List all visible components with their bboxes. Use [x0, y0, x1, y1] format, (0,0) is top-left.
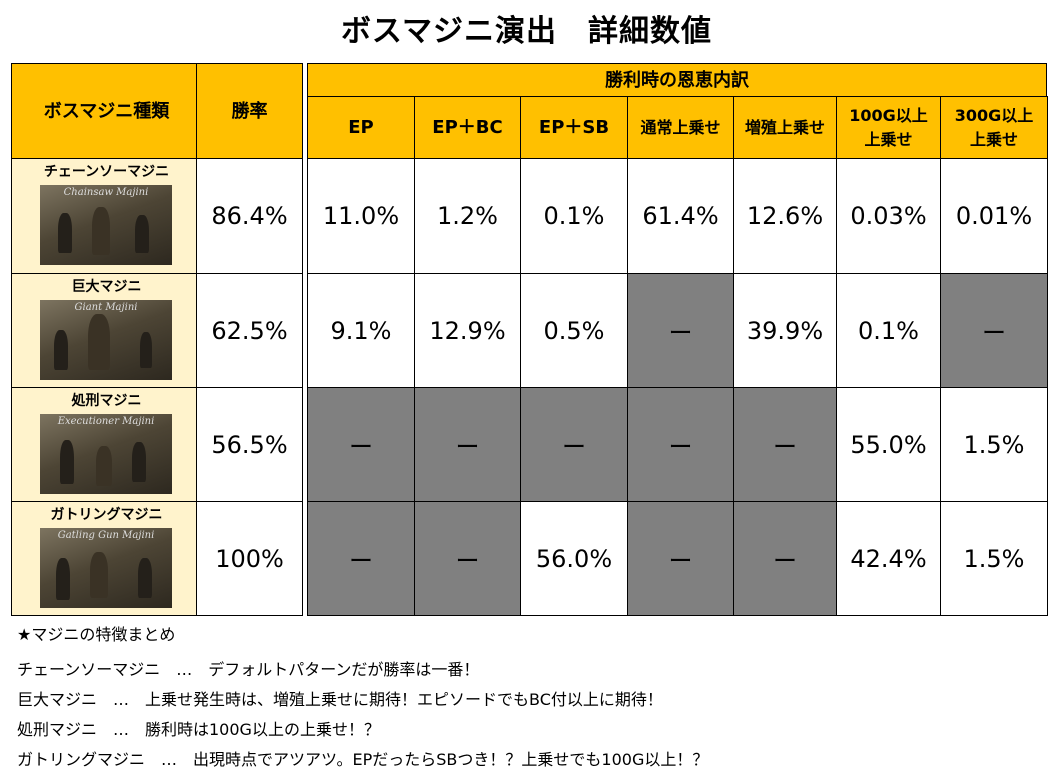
figure-silhouette	[54, 330, 68, 370]
benefit-cell: 9.1%	[307, 273, 415, 388]
winrate-cell: 100%	[196, 501, 303, 616]
figure-silhouette	[92, 207, 110, 255]
majini-thumbnail: Gatling Gun Majini	[40, 528, 172, 608]
winrate-cell: 56.5%	[196, 387, 303, 502]
note-line: ガトリングマジニ … 出現時点でアツアツ。EPだったらSBつき！？上乗せでも10…	[17, 750, 709, 769]
figure-silhouette	[56, 558, 70, 600]
figure-silhouette	[132, 442, 146, 482]
subheader-4: 増殖上乗せ	[733, 96, 837, 159]
thumbnail-caption: Executioner Majini	[57, 416, 155, 427]
benefit-cell: 42.4%	[836, 501, 941, 616]
figure-silhouette	[60, 440, 74, 484]
majini-thumbnail: Executioner Majini	[40, 414, 172, 494]
note-line: 巨大マジニ … 上乗せ発生時は、増殖上乗せに期待！エピソードでもBC付以上に期待…	[17, 690, 663, 709]
subheader-2: EP＋SB	[520, 96, 628, 159]
note-line: チェーンソーマジニ … デフォルトパターンだが勝率は一番！	[17, 660, 480, 679]
majini-name: 処刑マジニ	[71, 393, 142, 409]
majini-thumbnail: Chainsaw Majini	[40, 185, 172, 265]
thumbnail-caption: Giant Majini	[74, 302, 138, 313]
benefit-cell: 1.5%	[940, 387, 1048, 502]
benefit-cell: ー	[627, 387, 734, 502]
benefit-cell: ー	[733, 501, 837, 616]
benefit-cell: 0.5%	[520, 273, 628, 388]
subheader-1: EP＋BC	[414, 96, 521, 159]
majini-name: 巨大マジニ	[71, 279, 142, 295]
benefit-cell: ー	[627, 501, 734, 616]
page-title: ボスマジニ演出 詳細数値	[340, 14, 713, 49]
majini-name: チェーンソーマジニ	[43, 164, 170, 180]
benefit-cell: 56.0%	[520, 501, 628, 616]
notes-heading: ★マジニの特徴まとめ	[17, 625, 176, 644]
benefit-cell: 0.1%	[520, 158, 628, 274]
figure-silhouette	[138, 558, 152, 598]
benefit-cell: ー	[627, 273, 734, 388]
row-label: チェーンソーマジニ Chainsaw Majini	[11, 158, 202, 274]
winrate-cell: 62.5%	[196, 273, 303, 388]
figure-silhouette	[88, 314, 110, 370]
figure-silhouette	[90, 552, 108, 598]
benefit-cell: 61.4%	[627, 158, 734, 274]
row-label: 処刑マジニ Executioner Majini	[11, 387, 202, 502]
figure-silhouette	[140, 332, 152, 368]
benefit-cell: 0.1%	[836, 273, 941, 388]
subheader-0: EP	[307, 96, 415, 159]
benefit-cell: ー	[733, 387, 837, 502]
benefit-cell: ー	[414, 387, 521, 502]
benefit-cell: 1.2%	[414, 158, 521, 274]
benefit-cell: 1.5%	[940, 501, 1048, 616]
header-type: ボスマジニ種類	[11, 63, 202, 160]
winrate-cell: 86.4%	[196, 158, 303, 274]
figure-silhouette	[96, 446, 112, 486]
header-type-label: ボスマジニ種類	[43, 101, 170, 122]
benefit-cell: 55.0%	[836, 387, 941, 502]
benefit-cell: 39.9%	[733, 273, 837, 388]
benefit-cell: 12.6%	[733, 158, 837, 274]
row-label: 巨大マジニ Giant Majini	[11, 273, 202, 388]
subheader-5: 100G以上 上乗せ	[836, 96, 941, 159]
row-label: ガトリングマジニ Gatling Gun Majini	[11, 501, 202, 616]
majini-thumbnail: Giant Majini	[40, 300, 172, 380]
thumbnail-caption: Chainsaw Majini	[63, 187, 149, 198]
subheader-3: 通常上乗せ	[627, 96, 734, 159]
thumbnail-caption: Gatling Gun Majini	[57, 530, 155, 541]
benefit-cell: 12.9%	[414, 273, 521, 388]
benefit-cell: ー	[307, 387, 415, 502]
benefit-cell: ー	[520, 387, 628, 502]
header-winrate: 勝率	[196, 63, 303, 160]
benefit-cell: ー	[307, 501, 415, 616]
header-benefit-group: 勝利時の恩恵内訳	[307, 63, 1047, 97]
figure-silhouette	[135, 215, 149, 253]
benefit-cell: 0.03%	[836, 158, 941, 274]
note-line: 処刑マジニ … 勝利時は100G以上の上乗せ！？	[17, 720, 380, 739]
benefit-cell: 0.01%	[940, 158, 1048, 274]
figure-silhouette	[58, 213, 72, 253]
subheader-6: 300G以上 上乗せ	[940, 96, 1048, 159]
header-winrate-label: 勝率	[231, 101, 268, 122]
majini-name: ガトリングマジニ	[50, 507, 163, 523]
benefit-cell: ー	[414, 501, 521, 616]
header-benefit-label: 勝利時の恩恵内訳	[605, 69, 749, 91]
benefit-cell: ー	[940, 273, 1048, 388]
benefit-cell: 11.0%	[307, 158, 415, 274]
